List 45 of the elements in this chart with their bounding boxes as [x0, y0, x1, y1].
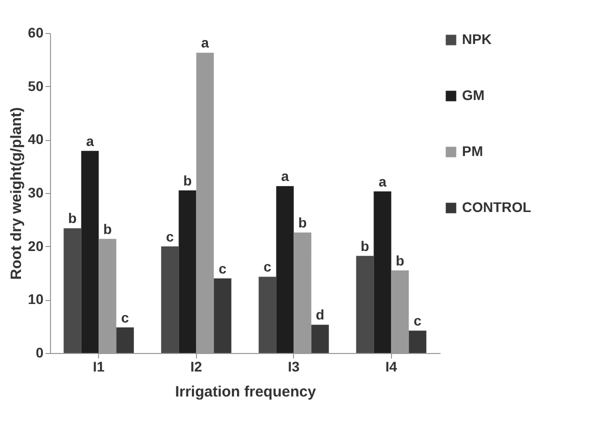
bar [178, 190, 196, 353]
x-tick-label: I3 [288, 358, 300, 374]
x-axis-title: Irrigation frequency [175, 384, 317, 400]
y-tick-label: 30 [28, 184, 44, 200]
annotation: b [103, 220, 112, 237]
annotation: b [68, 210, 77, 226]
annotation: b [396, 252, 404, 268]
annotation: c [218, 260, 227, 276]
annotation: a [281, 168, 290, 184]
legend-label: CONTROL [462, 199, 532, 215]
legend-label: PM [462, 143, 483, 159]
annotation: b [298, 214, 307, 230]
y-tick-label: 40 [28, 131, 44, 148]
y-tick-label: 10 [28, 291, 44, 308]
bar [408, 330, 426, 353]
legend-label: GM [462, 87, 485, 103]
bar [64, 228, 82, 353]
bar [81, 150, 99, 353]
bar [214, 278, 232, 353]
bar [374, 191, 392, 353]
y-tick-label: 60 [28, 24, 44, 40]
y-axis-title: Root dry weight(g/plant) [8, 107, 25, 280]
bar [311, 324, 329, 353]
annotation: c [264, 258, 272, 275]
bar [276, 186, 294, 353]
annotation: a [378, 173, 387, 190]
y-tick-label: 50 [28, 78, 44, 94]
x-tick-label: I2 [190, 358, 202, 374]
annotation: c [166, 228, 174, 244]
x-tick-label: I4 [385, 358, 398, 374]
y-tick-label: 0 [36, 344, 44, 360]
bar [356, 256, 374, 353]
bar [258, 276, 276, 353]
legend-label: NPK [462, 31, 492, 47]
annotation: c [414, 312, 422, 329]
annotation: b [360, 238, 370, 254]
annotation: c [121, 309, 130, 326]
annotation: d [316, 306, 324, 323]
annotation: a [86, 132, 94, 149]
bar [161, 246, 179, 353]
y-tick-label: 20 [28, 238, 44, 254]
annotation: b [183, 172, 192, 188]
bar [116, 327, 134, 353]
annotation: a [201, 34, 210, 51]
x-tick-label: I1 [92, 358, 105, 374]
